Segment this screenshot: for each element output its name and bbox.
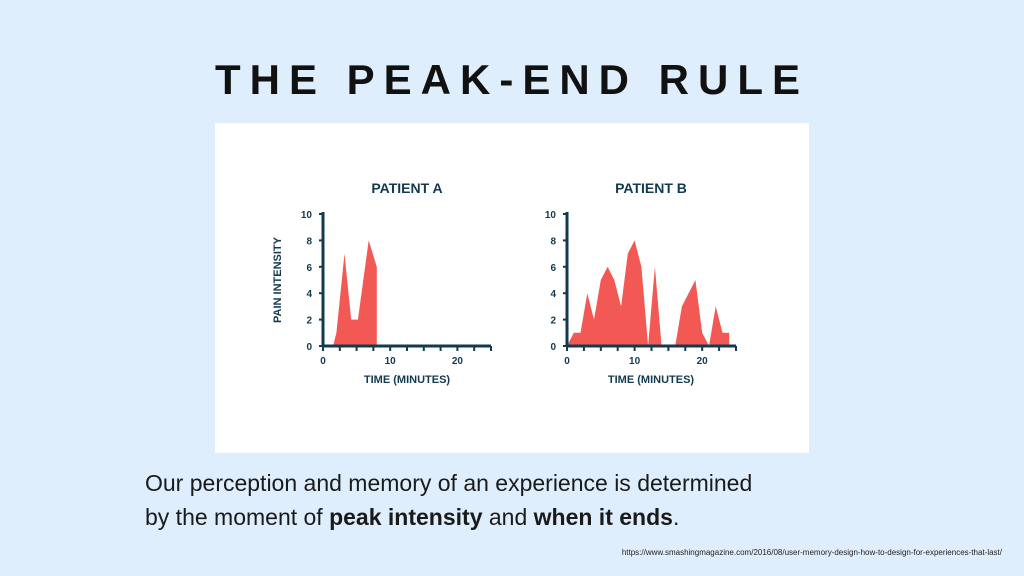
caption-when-it-ends: when it ends (533, 504, 673, 530)
source-link[interactable]: https://www.smashingmagazine.com/2016/08… (621, 548, 1002, 557)
chart-1-y-tick-label: 4 (306, 289, 312, 300)
chart-2-y-tick-label: 8 (550, 236, 556, 247)
chart-2-y-tick-label: 0 (550, 342, 556, 353)
chart-1-x-tick-label: 10 (385, 356, 397, 367)
chart-1-pain-area (333, 240, 377, 346)
chart-2-y-tick-label: 6 (550, 263, 556, 274)
chart-2-y-tick-label: 10 (545, 210, 557, 221)
chart-2-y-tick-label: 2 (550, 316, 556, 327)
caption-period: . (672, 504, 680, 530)
chart-2-title: PATIENT B (615, 180, 687, 196)
chart-2-x-tick-label: 20 (697, 356, 709, 367)
caption-and: and (482, 504, 534, 530)
chart-1-title: PATIENT A (371, 180, 442, 196)
peak-end-figure: 0 2 4 6 8 10 0 10 20 PATIENT A TIME (MINUTES) PAIN … (215, 123, 809, 453)
chart-2-pain-area (567, 240, 730, 346)
chart-1-y-tick-label: 8 (306, 236, 312, 247)
chart-1-y-tick-label: 0 (306, 342, 312, 353)
caption-prefix: by the moment of (145, 504, 330, 530)
chart-1-x-tick-label: 0 (320, 356, 326, 367)
chart-2-x-axis-label: TIME (MINUTES) (608, 374, 694, 386)
caption-line-2: by the moment of peak intensity and when… (145, 500, 945, 534)
chart-1-y-tick-label: 10 (301, 210, 313, 221)
chart-1-x-axis-label: TIME (MINUTES) (364, 374, 450, 386)
chart-1-x-tick-label: 20 (452, 356, 464, 367)
caption-line-1: Our perception and memory of an experien… (145, 470, 753, 496)
chart-1-y-axis-label: PAIN INTENSITY (272, 236, 284, 323)
chart-1-y-tick-label: 2 (306, 316, 312, 327)
caption: Our perception and memory of an experien… (145, 466, 945, 534)
slide-title: THE PEAK-END RULE (214, 56, 810, 103)
chart-2-y-tick-label: 4 (550, 289, 556, 300)
caption-peak-intensity: peak intensity (329, 504, 483, 530)
chart-2-x-tick-label: 0 (564, 356, 570, 367)
chart-2-x-tick-label: 10 (629, 356, 641, 367)
chart-1-y-tick-label: 6 (306, 263, 312, 274)
